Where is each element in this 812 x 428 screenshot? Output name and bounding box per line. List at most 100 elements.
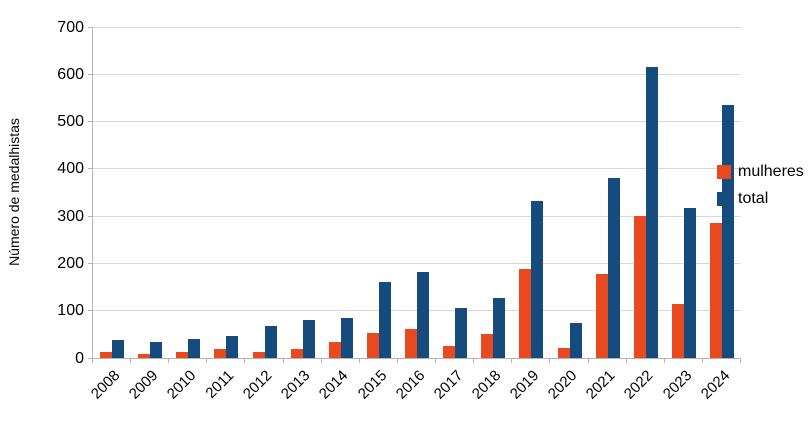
bar-mulheres-2012 xyxy=(252,351,265,358)
bar-total-2018 xyxy=(493,297,506,358)
bar-group-2009 xyxy=(131,27,169,358)
gridline xyxy=(93,168,741,170)
total-swatch-icon xyxy=(717,192,731,206)
x-tick-label: 2021 xyxy=(583,367,619,403)
y-tick-label: 0 xyxy=(75,349,84,367)
x-tick-label: 2016 xyxy=(392,367,429,403)
bar-total-2010 xyxy=(188,339,201,358)
x-tick-mark xyxy=(92,359,93,363)
bar-mulheres-2009 xyxy=(138,353,151,358)
y-tick-mark xyxy=(88,310,92,312)
x-tick-label: 2010 xyxy=(163,367,200,403)
y-tick-mark xyxy=(88,73,92,75)
bar-mulheres-2011 xyxy=(214,348,227,358)
x-label-cell: 2020 xyxy=(545,362,588,422)
x-label-cell: 2024 xyxy=(697,362,740,422)
y-tick-label: 200 xyxy=(57,254,84,272)
gridline xyxy=(93,73,741,75)
bar-mulheres-2020 xyxy=(557,348,570,358)
bar-total-2011 xyxy=(226,335,239,358)
x-tick-mark xyxy=(244,359,246,363)
x-tick-label: 2015 xyxy=(354,367,390,403)
bar-total-2012 xyxy=(264,325,277,358)
x-label-cell: 2017 xyxy=(431,362,473,422)
bar-mulheres-2022 xyxy=(633,216,646,358)
y-tick-label: 300 xyxy=(57,207,84,225)
bar-group-2022 xyxy=(627,27,665,358)
bar-group-2018 xyxy=(474,27,512,358)
mulheres-swatch-icon xyxy=(717,165,731,179)
x-tick-mark xyxy=(549,359,551,363)
x-label-cell: 2014 xyxy=(316,362,359,422)
x-tick-mark xyxy=(701,359,703,363)
x-tick-mark xyxy=(511,359,513,363)
y-tick-mark xyxy=(88,215,92,217)
x-label-cell: 2021 xyxy=(583,362,626,422)
bar-mulheres-2013 xyxy=(290,348,303,358)
x-tick-mark xyxy=(130,359,132,363)
x-tick-mark xyxy=(396,359,398,363)
gridline xyxy=(93,262,741,264)
x-tick-mark xyxy=(663,359,665,363)
bar-group-2013 xyxy=(284,27,322,358)
bar-group-2012 xyxy=(246,27,284,358)
x-tick-label: 2017 xyxy=(430,367,467,403)
legend-label: mulheres xyxy=(738,163,804,180)
bar-total-2021 xyxy=(607,177,620,358)
bar-group-2021 xyxy=(589,27,627,358)
bar-group-2011 xyxy=(207,27,245,358)
bar-mulheres-2019 xyxy=(519,269,532,358)
y-tick-label: 500 xyxy=(57,113,84,131)
bar-group-2010 xyxy=(169,27,207,358)
bar-total-2008 xyxy=(112,340,125,358)
y-axis-title: Número de medalhistas xyxy=(6,118,22,266)
bar-total-2019 xyxy=(531,200,544,358)
x-tick-label: 2024 xyxy=(697,367,734,403)
bar-group-2023 xyxy=(665,27,703,358)
x-axis-labels: 2008 2009 2010 2011 2012 2013 2014 2015 2016 2017… xyxy=(87,362,740,422)
bar-total-2013 xyxy=(302,319,315,358)
bar-group-2020 xyxy=(551,27,589,358)
y-tick-mark xyxy=(88,357,92,359)
bar-total-2016 xyxy=(417,272,430,358)
gridline xyxy=(93,310,741,312)
x-label-cell: 2008 xyxy=(87,362,130,422)
bar-total-2015 xyxy=(378,282,391,358)
x-tick-mark xyxy=(168,359,170,363)
bar-mulheres-2023 xyxy=(671,303,684,358)
x-label-cell: 2012 xyxy=(240,362,283,422)
bar-mulheres-2017 xyxy=(443,345,456,358)
bar-mulheres-2018 xyxy=(481,334,494,358)
bar-group-2008 xyxy=(93,27,131,358)
gridline xyxy=(93,121,741,123)
x-tick-label: 2009 xyxy=(125,367,162,403)
x-label-cell: 2013 xyxy=(278,362,321,422)
legend-item-mulheres: mulheres xyxy=(717,163,804,181)
bar-mulheres-2014 xyxy=(328,341,341,358)
bar-group-2017 xyxy=(436,27,474,358)
bar-group-2015 xyxy=(360,27,398,358)
x-label-cell: 2015 xyxy=(354,362,397,422)
bar-total-2023 xyxy=(683,207,696,358)
gridline xyxy=(93,26,741,28)
x-label-cell: 2023 xyxy=(659,362,702,422)
x-label-cell: 2010 xyxy=(164,362,206,422)
bar-total-2009 xyxy=(150,341,163,358)
y-tick-label: 600 xyxy=(57,65,84,83)
x-tick-mark xyxy=(625,359,627,363)
x-label-cell: 2016 xyxy=(392,362,435,422)
x-tick-mark xyxy=(358,359,360,363)
x-tick-mark xyxy=(435,359,437,363)
plot-area xyxy=(92,26,741,359)
y-tick-mark xyxy=(88,26,92,28)
bar-total-2022 xyxy=(645,67,658,358)
x-tick-mark xyxy=(740,359,741,363)
x-tick-label: 2020 xyxy=(544,367,581,403)
y-tick-mark xyxy=(88,262,92,264)
y-tick-mark xyxy=(88,121,92,123)
bar-mulheres-2021 xyxy=(595,273,608,358)
bar-group-2019 xyxy=(512,27,550,358)
legend-label: total xyxy=(738,190,769,207)
x-tick-mark xyxy=(473,359,475,363)
